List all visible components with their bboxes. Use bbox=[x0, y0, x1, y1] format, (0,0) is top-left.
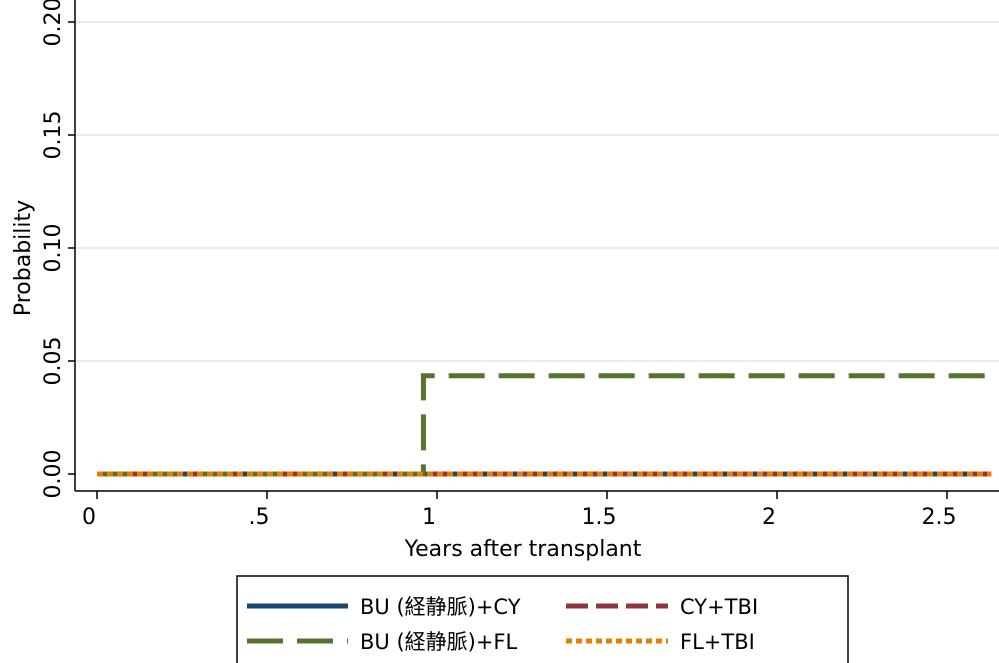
x-tick-label: 2.5 bbox=[922, 505, 957, 530]
y-tick-label: 0.05 bbox=[41, 337, 66, 386]
y-tick-label: 0.15 bbox=[41, 111, 66, 160]
x-tick-label: .5 bbox=[249, 505, 270, 530]
legend-label-2: CY+TBI bbox=[680, 595, 758, 619]
x-tick-label: 1 bbox=[422, 505, 436, 530]
y-axis-title: Probability bbox=[11, 200, 36, 316]
legend-label-4: FL+TBI bbox=[680, 630, 755, 654]
x-tick-label: 1.5 bbox=[582, 505, 617, 530]
axes: 0.00 0.05 0.10 0.15 0.20 0 .5 1 1.5 2 2.5 Years aft… bbox=[11, 0, 999, 562]
y-tick-label: 0.20 bbox=[41, 0, 66, 46]
y-tick-label: 0.10 bbox=[41, 224, 66, 273]
series-layer bbox=[97, 373, 992, 477]
legend-label-1: BU (経静脈)+CY bbox=[360, 595, 521, 619]
legend: BU (経静脈)+CY CY+TBI BU (経静脈)+FL FL+TBI bbox=[236, 575, 849, 663]
y-tick-label: 0.00 bbox=[41, 450, 66, 499]
legend-label-3: BU (経静脈)+FL bbox=[360, 630, 518, 654]
x-tick-label: 0 bbox=[82, 505, 96, 530]
legend-box bbox=[236, 575, 849, 663]
series-line-3 bbox=[97, 373, 992, 477]
x-axis-title: Years after transplant bbox=[404, 537, 642, 562]
grid-lines bbox=[76, 21, 999, 362]
x-tick-label: 2 bbox=[762, 505, 776, 530]
